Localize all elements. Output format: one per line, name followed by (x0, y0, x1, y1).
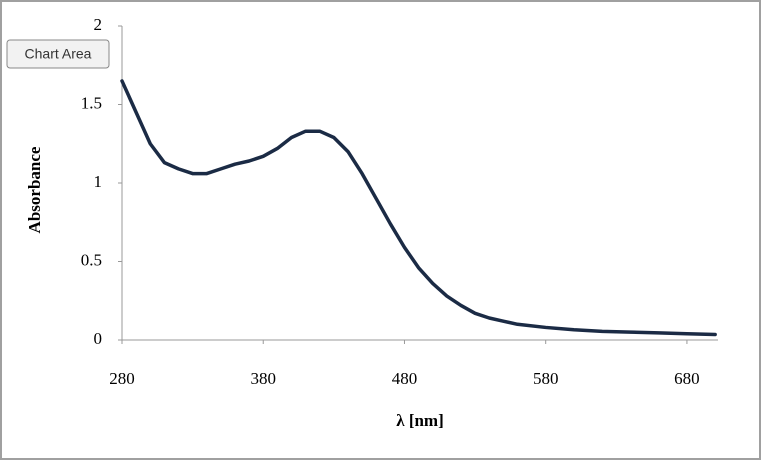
x-axis-label: λ [nm] (396, 411, 444, 430)
tooltip: Chart Area (6, 39, 110, 69)
y-axis-label: Absorbance (25, 146, 44, 233)
tooltip-box (6, 39, 110, 69)
y-tick-label: 0.5 (81, 250, 102, 269)
y-tick-label: 0 (94, 329, 103, 348)
y-tick-label: 1 (94, 172, 103, 191)
data-line (120, 79, 717, 337)
x-tick-label: 680 (674, 369, 700, 388)
y-tick-label: 2 (94, 15, 103, 34)
x-tick-label: 280 (109, 369, 135, 388)
x-tick-label: 580 (533, 369, 559, 388)
x-tick-label: 380 (250, 369, 276, 388)
x-tick-label: 480 (392, 369, 418, 388)
y-tick-label: 1.5 (81, 93, 102, 112)
tooltip-text: Chart Area (25, 46, 92, 62)
